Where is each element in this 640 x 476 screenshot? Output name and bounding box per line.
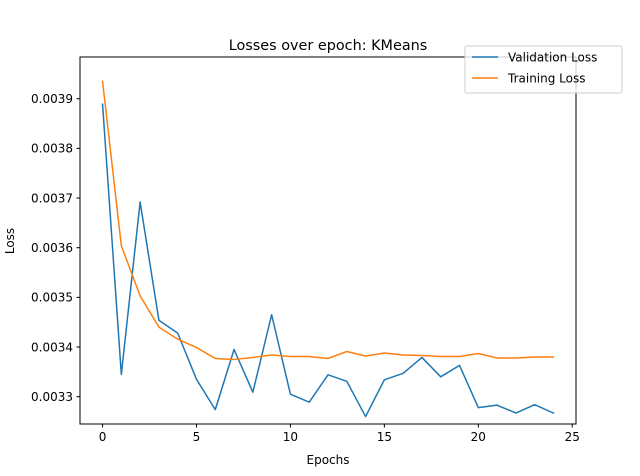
plot-frame — [79, 56, 577, 425]
chart-title: Losses over epoch: KMeans — [229, 38, 428, 54]
x-axis-label: Epochs — [307, 453, 350, 467]
y-tick-label: 0.0038 — [31, 142, 73, 156]
legend: Validation Loss Training Loss — [464, 45, 623, 94]
legend-label-training: Training Loss — [507, 72, 585, 86]
y-tick-label: 0.0036 — [31, 241, 73, 255]
plot-lines — [101, 80, 555, 418]
series-line-1 — [101, 80, 555, 361]
x-tick-label: 5 — [193, 430, 201, 444]
x-tick-label: 0 — [99, 430, 107, 444]
x-tick-label: 25 — [565, 430, 580, 444]
x-tick-label: 10 — [283, 430, 298, 444]
legend-label-validation: Validation Loss — [508, 51, 597, 65]
y-tick-label: 0.0037 — [31, 191, 73, 205]
y-tick-label: 0.0039 — [31, 92, 73, 106]
y-tick-label: 0.0033 — [31, 390, 73, 404]
series-line-0 — [101, 103, 555, 418]
x-axis: 0 5 10 15 20 25 — [99, 424, 580, 444]
y-axis-label: Loss — [3, 228, 17, 254]
y-axis: 0.0033 0.0034 0.0035 0.0036 0.0037 0.0038 0.00… — [31, 92, 80, 404]
legend-frame — [464, 45, 623, 94]
x-tick-label: 15 — [377, 430, 392, 444]
y-tick-label: 0.0035 — [31, 291, 73, 305]
x-tick-label: 20 — [471, 430, 486, 444]
y-tick-label: 0.0034 — [31, 340, 73, 354]
